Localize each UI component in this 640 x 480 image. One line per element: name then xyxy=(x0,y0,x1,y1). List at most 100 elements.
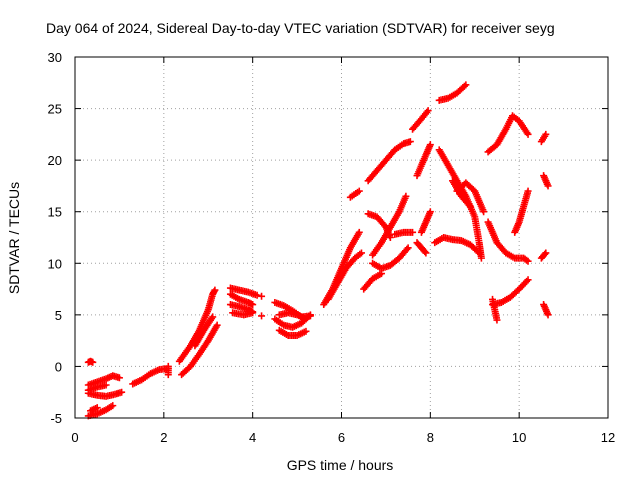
data-arc xyxy=(489,295,501,324)
data-arc xyxy=(369,192,410,259)
x-tick-label: 0 xyxy=(71,430,78,445)
data-arc xyxy=(229,309,257,319)
data-point xyxy=(524,130,532,138)
y-tick-label: -5 xyxy=(50,411,62,426)
data-arc xyxy=(413,141,434,180)
data-arc xyxy=(369,244,412,272)
data-point xyxy=(524,276,532,284)
data-arc xyxy=(484,218,532,265)
data-point xyxy=(89,358,97,366)
y-tick-label: 15 xyxy=(48,205,62,220)
x-tick-label: 8 xyxy=(427,430,434,445)
data-arc xyxy=(84,402,117,420)
data-arc xyxy=(409,107,432,133)
x-tick-label: 12 xyxy=(601,430,615,445)
data-arc xyxy=(178,321,221,379)
data-arc xyxy=(511,187,532,236)
data-point xyxy=(460,82,468,90)
data-point xyxy=(465,201,473,209)
data-point xyxy=(426,141,434,149)
data-point xyxy=(480,208,488,216)
data-arc xyxy=(164,362,172,379)
data-point xyxy=(426,208,434,216)
data-point xyxy=(302,327,310,335)
data-arc xyxy=(413,239,430,257)
data-point xyxy=(93,404,101,412)
data-arc xyxy=(540,301,552,319)
data-point xyxy=(249,309,257,317)
data-arc xyxy=(324,249,365,303)
data-arc xyxy=(258,292,266,300)
y-axis-label: SDTVAR / TECUs xyxy=(6,182,22,294)
data-arc xyxy=(275,326,310,339)
data-point xyxy=(462,81,470,89)
data-point xyxy=(474,248,482,256)
data-point xyxy=(386,234,394,241)
data-point xyxy=(466,203,474,211)
data-point xyxy=(403,245,411,253)
data-point xyxy=(213,321,221,329)
data-arc xyxy=(417,208,434,236)
data-point xyxy=(209,313,217,321)
data-arc xyxy=(258,312,266,320)
data-point xyxy=(493,316,501,324)
data-point xyxy=(424,107,432,115)
data-arc xyxy=(87,404,101,415)
data-point xyxy=(544,311,552,319)
y-axis-ticks: -5 0 5 10 15 20 25 30 xyxy=(48,50,608,426)
x-tick-label: 4 xyxy=(249,430,256,445)
y-tick-label: 0 xyxy=(55,359,62,374)
data-point xyxy=(404,244,412,252)
data-point xyxy=(253,291,261,299)
data-point xyxy=(115,374,123,382)
data-point xyxy=(355,187,363,195)
data-arc xyxy=(435,81,470,104)
data-point xyxy=(406,138,414,146)
x-tick-label: 10 xyxy=(512,430,526,445)
data-point xyxy=(249,301,257,309)
data-arc xyxy=(364,138,414,185)
data-point xyxy=(524,257,532,265)
data-point xyxy=(258,312,266,320)
x-tick-label: 2 xyxy=(160,430,167,445)
y-tick-label: 10 xyxy=(48,256,62,271)
data-point xyxy=(211,286,219,294)
data-arc xyxy=(391,228,417,238)
data-arc xyxy=(537,249,550,262)
data-arc xyxy=(320,228,363,309)
y-tick-label: 20 xyxy=(48,153,62,168)
data-point xyxy=(355,228,363,236)
y-tick-label: 30 xyxy=(48,50,62,65)
data-point xyxy=(524,187,532,195)
data-point xyxy=(477,254,485,262)
data-point xyxy=(102,381,110,389)
data-arc xyxy=(275,309,310,323)
data-arc xyxy=(484,112,532,156)
data-arc xyxy=(346,187,363,201)
data-arc xyxy=(537,130,550,146)
data-point xyxy=(302,315,310,323)
data-point xyxy=(544,182,552,190)
data-arc xyxy=(226,284,261,299)
x-tick-label: 6 xyxy=(338,430,345,445)
data-point xyxy=(164,362,172,370)
data-arc xyxy=(191,313,217,350)
data-point xyxy=(542,249,550,257)
data-point xyxy=(541,250,549,258)
data-points xyxy=(84,81,552,420)
data-point xyxy=(306,311,314,319)
data-point xyxy=(409,228,417,236)
data-point xyxy=(258,292,266,300)
x-axis-label: GPS time / hours xyxy=(287,457,394,473)
data-arc xyxy=(449,177,474,211)
data-point xyxy=(523,256,531,264)
data-point xyxy=(357,249,365,257)
data-point xyxy=(402,192,410,200)
data-arc xyxy=(540,172,552,190)
data-arc xyxy=(360,270,385,293)
data-arc xyxy=(84,381,110,394)
data-point xyxy=(421,248,429,256)
y-tick-label: 25 xyxy=(48,102,62,117)
data-point xyxy=(109,402,117,410)
chart-title: Day 064 of 2024, Sidereal Day-to-day VTE… xyxy=(46,20,555,36)
